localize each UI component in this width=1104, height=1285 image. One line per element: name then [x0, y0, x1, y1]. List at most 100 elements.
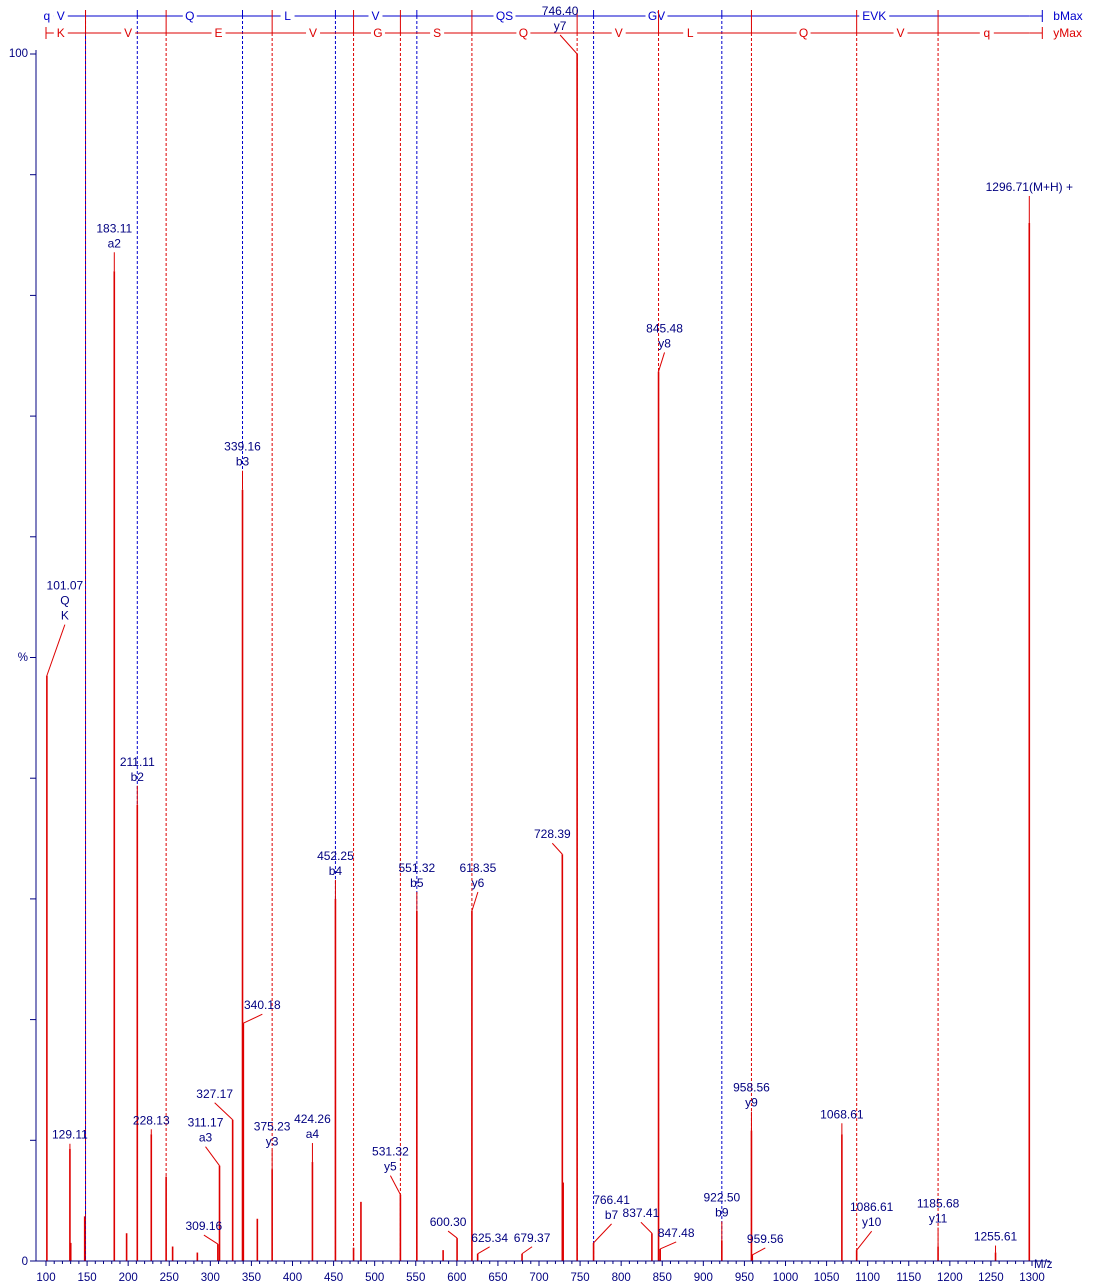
- b-ladder-max-label: bMax: [1053, 9, 1082, 23]
- x-tick-label: 1300: [1019, 1272, 1045, 1284]
- y-ladder-residue-bg: [306, 26, 321, 39]
- y-ladder-residue-bg: [611, 26, 626, 39]
- x-tick-label: 100: [36, 1272, 55, 1284]
- peak-ion-label: K: [61, 609, 69, 623]
- x-tick-label: 800: [612, 1272, 631, 1284]
- y-ladder-residue-bg: [211, 26, 226, 39]
- peak-mz-label: 746.40: [542, 4, 579, 18]
- peak-ion-label: b2: [131, 770, 145, 784]
- x-tick-label: 1050: [814, 1272, 840, 1284]
- peak-mz-label: 1296.71(M+H) +: [986, 180, 1073, 194]
- peak-mz-label: 600.30: [430, 1215, 467, 1229]
- peak-leader: [559, 34, 578, 55]
- peak-mz-label: 1068.61: [820, 1107, 864, 1121]
- peak-mz-label: 129.11: [52, 1128, 88, 1142]
- peak-mz-label: 309.16: [186, 1219, 223, 1233]
- peak-leader: [203, 1234, 219, 1245]
- b-ladder-residue-bg: [39, 9, 54, 22]
- peak-mz-label: 766.41: [593, 1193, 630, 1207]
- b-ladder-residue-bg: [645, 9, 668, 22]
- x-tick-label: 850: [653, 1272, 672, 1284]
- peak-mz-label: 101.07: [47, 579, 84, 593]
- peak-leader: [214, 1102, 234, 1121]
- peak-ion-label: y5: [384, 1160, 397, 1174]
- y-tick-label: 0: [22, 1256, 28, 1268]
- peak-leader: [447, 1230, 458, 1239]
- y-ladder-residue-bg: [121, 26, 136, 39]
- b-ladder-residue-bg: [859, 9, 890, 22]
- y-axis-label: %: [18, 652, 28, 664]
- peak-mz-label: 958.56: [733, 1081, 770, 1095]
- x-tick-label: 750: [570, 1272, 589, 1284]
- peak-leader: [752, 1247, 766, 1256]
- b-ladder-residue-bg: [182, 9, 197, 22]
- peak-labels: 101.07QK129.11183.11a2211.11b2228.13309.…: [46, 4, 1073, 1256]
- y-ladder-residue: L: [687, 26, 694, 40]
- peak-leader: [243, 1013, 263, 1024]
- peak-ion-label: b7: [605, 1208, 619, 1222]
- peak-mz-label: 551.32: [398, 861, 435, 875]
- peak-mz-label: 211.11: [120, 755, 155, 769]
- x-tick-label: 1200: [937, 1272, 963, 1284]
- x-tick-label: 1100: [855, 1272, 880, 1284]
- peak-mz-label: 339.16: [224, 440, 261, 454]
- peak-mz-label: 845.48: [646, 321, 683, 335]
- y-ladder-max-label: yMax: [1053, 26, 1082, 40]
- peak-ion-label: a2: [108, 236, 122, 250]
- x-tick-label: 150: [77, 1272, 96, 1284]
- peak-leader: [659, 1241, 677, 1250]
- peak-ion-label: a4: [306, 1127, 320, 1141]
- y-ladder-residue: G: [373, 26, 382, 40]
- b-ladder-residue: QS: [496, 9, 513, 23]
- y-ladder-residue-bg: [516, 26, 531, 39]
- y-ladder-residue: Q: [519, 26, 528, 40]
- x-tick-label: 300: [201, 1272, 220, 1284]
- y-ladder-residue: q: [983, 26, 990, 40]
- x-tick-label: 500: [365, 1272, 384, 1284]
- b-ladder-residue-bg: [53, 9, 68, 22]
- x-tick-label: 450: [324, 1272, 343, 1284]
- x-tick-label: 400: [283, 1272, 302, 1284]
- peak-mz-label: 1185.68: [917, 1197, 960, 1211]
- b-ladder-residue: Q: [185, 9, 194, 23]
- peak-mz-label: 728.39: [534, 827, 571, 841]
- x-tick-label: 350: [242, 1272, 261, 1284]
- peak-leader: [521, 1246, 533, 1255]
- peak-ion-label: y3: [266, 1134, 279, 1148]
- x-tick-label: 550: [406, 1272, 425, 1284]
- peak-mz-label: 837.41: [623, 1206, 660, 1220]
- y-ladder-residue-bg: [430, 26, 445, 39]
- b-ladder-residue: L: [284, 9, 291, 23]
- b-ladder-residue: V: [371, 9, 379, 23]
- axes: 100 150 200 250 300 350 400 450 500 550 600 650 700 7…: [9, 48, 1053, 1284]
- x-tick-label: 650: [488, 1272, 507, 1284]
- peak-mz-label: 424.26: [294, 1112, 331, 1126]
- peak-leader: [477, 1246, 490, 1255]
- peak-ion-label: y10: [862, 1215, 882, 1229]
- y-ladder-residue: V: [309, 26, 317, 40]
- x-tick-label: 1250: [978, 1272, 1004, 1284]
- peak-mz-label: 618.35: [460, 861, 497, 875]
- peak-mz-label: 340.18: [244, 998, 281, 1012]
- y-ladder-residue-bg: [979, 26, 994, 39]
- x-tick-label: 700: [529, 1272, 548, 1284]
- peak-mz-label: 847.48: [658, 1226, 695, 1240]
- peak-ion-label: b9: [715, 1205, 729, 1219]
- y-ladder-residue: Q: [799, 26, 808, 40]
- peak-ion-label: b3: [236, 455, 250, 469]
- x-tick-label: 600: [447, 1272, 466, 1284]
- peak-leader: [46, 624, 66, 676]
- peak-leader: [205, 1146, 220, 1166]
- b-ladder-residue-bg: [280, 9, 295, 22]
- peak-mz-label: 327.17: [196, 1087, 233, 1101]
- peak-leader: [551, 842, 563, 855]
- peak-leader: [856, 1230, 873, 1251]
- peak-mz-label: 311.17: [188, 1116, 224, 1130]
- x-axis-label: M/z: [1034, 1259, 1053, 1271]
- b-ladder-residue-bg: [493, 9, 516, 22]
- peak-leader: [389, 1175, 401, 1195]
- y-ladder-residue-bg: [683, 26, 698, 39]
- peak-mz-label: 625.34: [471, 1231, 508, 1245]
